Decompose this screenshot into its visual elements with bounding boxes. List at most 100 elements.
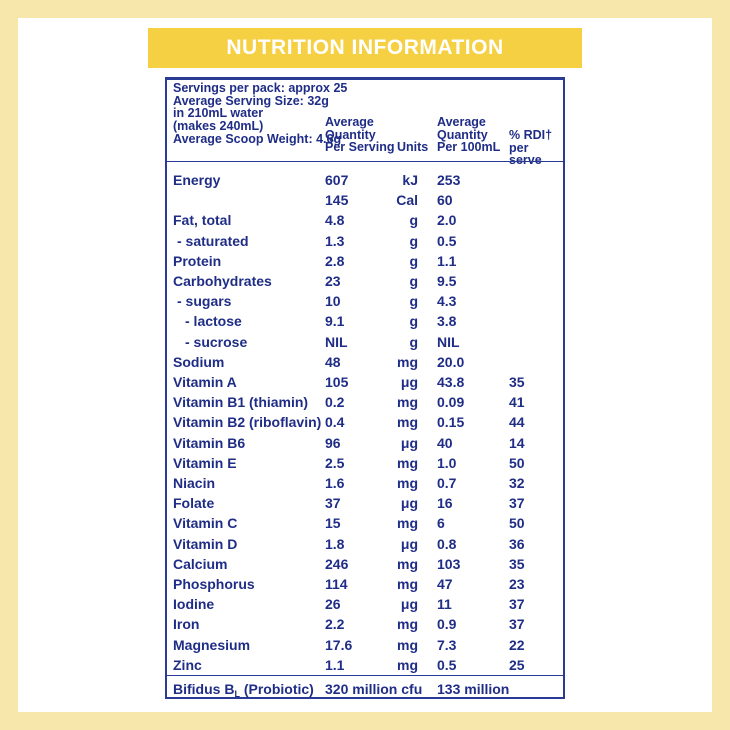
- nutrient-name: Vitamin D: [173, 535, 238, 552]
- nutrient-name: Folate: [173, 495, 215, 512]
- nutrient-row: Vitamin E 2.5 mg 1.0 50: [167, 453, 563, 473]
- per-100ml-value: 16: [437, 495, 453, 512]
- nutrient-row: Carbohydrates 23 g 9.5: [167, 271, 563, 291]
- nutrient-row: Phosphorus 114 mg 47 23: [167, 574, 563, 594]
- nutrient-name: - sugars: [177, 293, 232, 310]
- unit-value: g: [409, 252, 418, 269]
- label-panel: [18, 18, 712, 712]
- nutrient-row: - sucrose NIL g NIL: [167, 332, 563, 352]
- unit-value: mg: [397, 616, 418, 633]
- nutrient-row: Niacin 1.6 mg 0.7 32: [167, 473, 563, 493]
- per-serving-value: 26: [325, 596, 341, 613]
- rdi-value: 35: [509, 374, 525, 390]
- rdi-value: 41: [509, 394, 525, 411]
- per-serving-value: 105: [325, 374, 349, 390]
- unit-value: mg: [397, 656, 418, 673]
- per-serving-value: 1.8: [325, 535, 345, 552]
- nutrient-row: Folate 37 μg 16 37: [167, 493, 563, 513]
- nutrient-row: Zinc 1.1 mg 0.5 25: [167, 655, 563, 675]
- nutrient-name: Zinc: [173, 656, 202, 673]
- rdi-value: 22: [509, 636, 525, 653]
- probiotic-per-100ml: 133 million: [437, 681, 510, 697]
- per-100ml-value: 0.9: [437, 616, 457, 633]
- footer-rule: [167, 675, 563, 676]
- unit-value: g: [409, 212, 418, 229]
- per-serving-value: 37: [325, 495, 341, 512]
- per100-header-line: Average: [437, 115, 486, 129]
- nutrient-name: Iodine: [173, 596, 215, 613]
- nutrient-name: - saturated: [177, 232, 249, 249]
- per-100ml-value: 7.3: [437, 636, 457, 653]
- probiotic-row: Bifidus BL (Probiotic) 320 million cfu 1…: [167, 679, 563, 699]
- nutrient-name: Energy: [173, 172, 221, 188]
- nutrient-row: Vitamin D 1.8 μg 0.8 36: [167, 534, 563, 554]
- nutrient-name: Phosphorus: [173, 576, 255, 592]
- nutrient-name: Vitamin E: [173, 454, 237, 471]
- unit-value: mg: [397, 555, 418, 572]
- rdi-value: 37: [509, 616, 525, 633]
- per-100ml-value: 103: [437, 555, 461, 572]
- probiotic-name-main: Bifidus B: [173, 681, 235, 697]
- rdi-header-line: per serve: [509, 140, 542, 168]
- per-100ml-value: 40: [437, 434, 453, 451]
- nutrient-row: Energy 607 kJ 253: [167, 170, 563, 190]
- unit-value: μg: [400, 434, 418, 451]
- nutrient-name: Niacin: [173, 475, 216, 491]
- unit-value: μg: [400, 374, 418, 390]
- nutrition-table: Servings per pack: approx 25 Average Ser…: [165, 77, 565, 699]
- unit-value: mg: [397, 576, 418, 592]
- unit-value: mg: [397, 636, 418, 653]
- servings-text: Servings per pack: approx 25: [173, 81, 348, 95]
- per100-header-line: Per 100mL: [437, 140, 501, 155]
- header-top-rule: [167, 79, 563, 80]
- per-serving-value: 607: [325, 172, 349, 188]
- unit-value: mg: [397, 515, 418, 532]
- per-100ml-value: 0.7: [437, 475, 457, 491]
- per-serving-value: 9.1: [325, 313, 345, 330]
- per-serving-value: 0.4: [325, 414, 345, 431]
- probiotic-name: Bifidus BL (Probiotic): [173, 679, 314, 704]
- per-100ml-value: 11: [437, 596, 452, 613]
- unit-value: g: [409, 333, 418, 350]
- per-serving-value: 1.1: [325, 656, 345, 673]
- probiotic-name-sub: L: [234, 689, 240, 699]
- per-100ml-value: 4.3: [437, 293, 457, 310]
- rdi-value: 37: [509, 596, 525, 613]
- nutrient-row: 145 Cal 60: [167, 190, 563, 210]
- nutrient-name: Vitamin A: [173, 374, 237, 390]
- nutrient-row: Iodine 26 μg 11 37: [167, 594, 563, 614]
- per-serving-value: 2.2: [325, 616, 345, 633]
- rdi-value: 25: [509, 656, 525, 673]
- per-100ml-value: 1.0: [437, 454, 457, 471]
- nutrient-row: Vitamin C 15 mg 6 50: [167, 513, 563, 533]
- probiotic-per-serving: 320 million cfu: [325, 681, 423, 697]
- nutrient-name: Vitamin C: [173, 515, 238, 532]
- nutrient-row: Iron 2.2 mg 0.9 37: [167, 614, 563, 634]
- per-serving-value: 145: [325, 192, 349, 209]
- units-header-line: Units: [397, 140, 429, 154]
- unit-value: mg: [397, 394, 418, 411]
- rdi-value: 32: [509, 475, 525, 491]
- water-text: in 210mL water: [173, 106, 264, 121]
- nutrient-row: Protein 2.8 g 1.1: [167, 251, 563, 271]
- rdi-header-line: % RDI†: [509, 128, 553, 142]
- per-serving-value: 15: [325, 515, 341, 532]
- per-serving-value: 1.3: [325, 232, 345, 249]
- nutrient-name: Vitamin B6: [173, 434, 246, 451]
- per-100ml-value: 0.5: [437, 232, 457, 249]
- unit-value: g: [409, 232, 418, 249]
- per-100ml-value: 0.8: [437, 535, 457, 552]
- rdi-value: 50: [509, 515, 525, 532]
- per-100ml-value: 20.0: [437, 353, 465, 370]
- scoop-text: Average Scoop Weight: 4.6g: [173, 131, 342, 146]
- per-serving-header-line: Per Serving: [325, 140, 395, 155]
- makes-text: (makes 240mL): [173, 119, 264, 134]
- unit-value: kJ: [402, 172, 418, 188]
- per-100ml-value: 2.0: [437, 212, 457, 229]
- unit-value: mg: [397, 475, 418, 491]
- per-100ml-value: 0.5: [437, 656, 457, 673]
- nutrient-row: - lactose 9.1 g 3.8: [167, 311, 563, 331]
- per-100ml-value: 43.8: [437, 374, 465, 390]
- page-title: NUTRITION INFORMATION: [148, 28, 582, 68]
- unit-value: μg: [400, 596, 418, 613]
